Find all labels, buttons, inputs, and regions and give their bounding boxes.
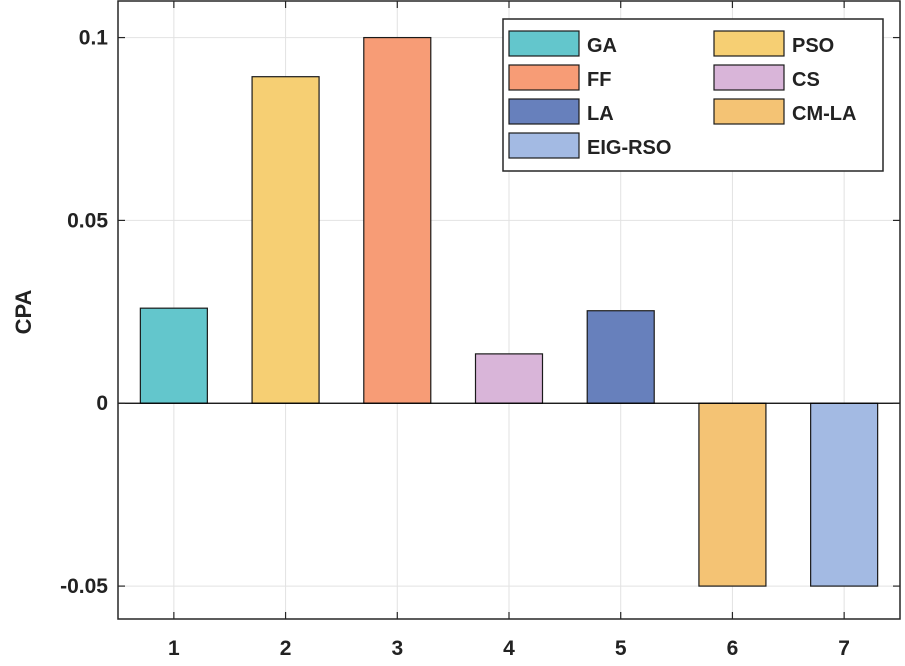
- bar-la: [586, 310, 655, 404]
- x-tick-label: 4: [503, 637, 515, 660]
- legend-swatch-pso: [713, 30, 785, 57]
- x-tick-label: 2: [280, 637, 292, 660]
- bar-eig-rso: [810, 402, 879, 587]
- legend-swatch-ff: [508, 64, 580, 91]
- bar-cs: [474, 353, 544, 404]
- bars: [139, 36, 879, 587]
- legend-label-pso: PSO: [792, 35, 834, 57]
- legend-swatch-ga: [508, 30, 580, 57]
- y-axis-label: CPA: [11, 289, 36, 334]
- ticks: -0.05 0 0.05 0.1 1 2 3 4 5 6 7: [60, 1, 900, 660]
- x-tick-label: 7: [838, 637, 850, 660]
- legend-label-ga: GA: [587, 35, 617, 57]
- x-tick-label: 6: [727, 637, 739, 660]
- y-tick-label: 0.1: [79, 27, 109, 50]
- y-tick-label: 0: [96, 392, 108, 415]
- bar-ff: [363, 36, 432, 404]
- y-tick-label: -0.05: [60, 575, 108, 598]
- legend-swatch-eig-rso: [508, 132, 580, 159]
- x-tick-label: 1: [168, 637, 180, 660]
- y-tick-label: 0.05: [67, 209, 108, 232]
- legend-label-ff: FF: [587, 69, 611, 91]
- legend: GA FF LA EIG-RSO PSO CS CM-LA: [502, 18, 884, 172]
- bar-cm-la: [698, 402, 767, 587]
- x-tick-label: 3: [391, 637, 403, 660]
- legend-label-cs: CS: [792, 69, 820, 91]
- x-tick-label: 5: [615, 637, 627, 660]
- legend-label-la: LA: [587, 103, 614, 125]
- legend-swatch-cs: [713, 64, 785, 91]
- bar-pso: [251, 76, 320, 404]
- legend-swatch-la: [508, 98, 580, 125]
- legend-label-cm-la: CM-LA: [792, 103, 856, 125]
- legend-swatch-cm-la: [713, 98, 785, 125]
- bar-ga: [139, 307, 208, 404]
- legend-label-eig-rso: EIG-RSO: [587, 137, 671, 159]
